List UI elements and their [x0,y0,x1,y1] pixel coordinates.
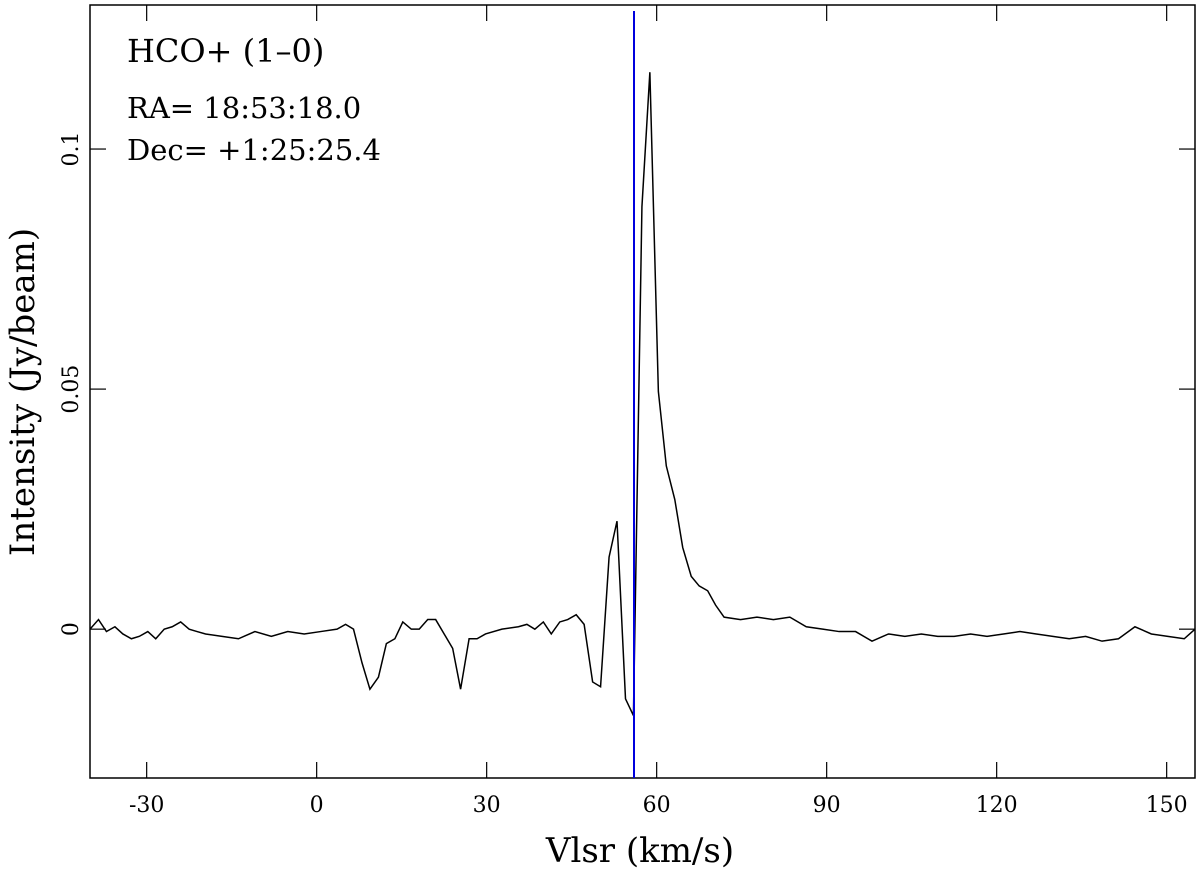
x-tick-label: 60 [643,793,671,818]
x-tick-label: -30 [129,793,164,818]
x-tick-label: 150 [1146,793,1188,818]
x-axis-label: Vlsr (km/s) [545,831,734,871]
x-tick-label: 120 [976,793,1018,818]
annotation: RA= 18:53:18.0 [127,91,361,125]
spectrum-line [89,72,1196,716]
y-axis-label: Intensity (Jy/beam) [3,228,43,556]
x-tick-label: 30 [473,793,501,818]
annotation: Dec= +1:25:25.4 [127,133,381,167]
x-tick-label: 0 [310,793,324,818]
plot-frame [89,4,1196,779]
y-tick-label: 0.1 [59,132,84,167]
y-tick-label: 0 [59,622,84,636]
annotation: HCO+ (1–0) [127,32,324,70]
x-tick-label: 90 [813,793,841,818]
y-tick-label: 0.05 [59,365,84,414]
